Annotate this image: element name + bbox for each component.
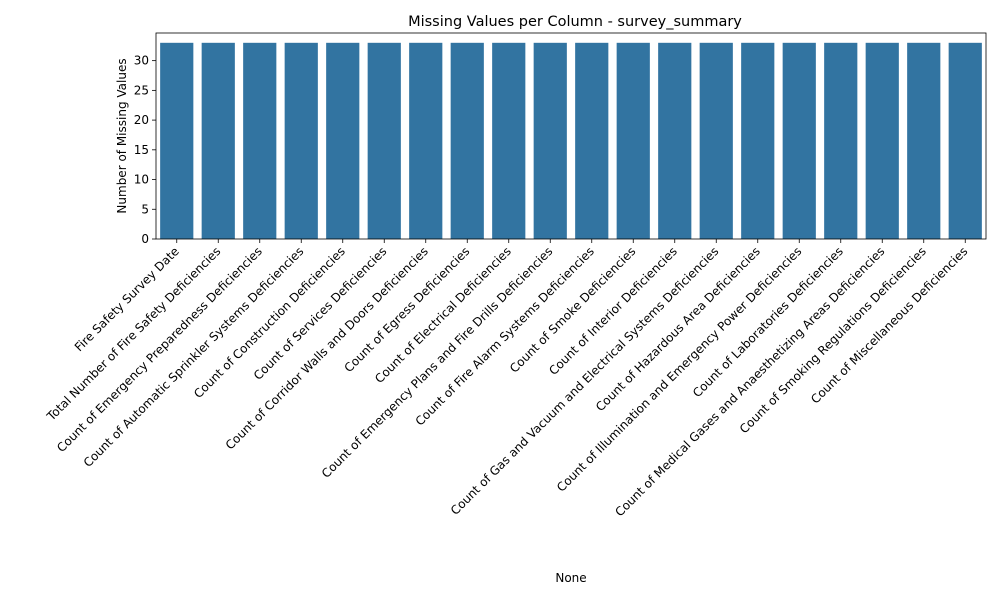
bar — [326, 42, 360, 239]
x-tick-label: Count of Construction Deficiencies — [191, 244, 348, 401]
bar — [948, 42, 982, 239]
bar — [533, 42, 567, 239]
bar — [658, 42, 692, 239]
bar — [160, 42, 194, 239]
chart-title: Missing Values per Column - survey_summa… — [408, 14, 742, 30]
bar — [741, 42, 775, 239]
x-axis-title: None — [555, 571, 586, 585]
bar — [907, 42, 941, 239]
y-tick-label: 15 — [134, 143, 149, 157]
bar — [492, 42, 526, 239]
x-tick-label: Count of Laboratories Deficiencies — [690, 244, 846, 400]
bar — [284, 42, 318, 239]
bar — [367, 42, 401, 239]
y-tick-label: 5 — [141, 202, 149, 216]
bar — [782, 42, 816, 239]
bar — [575, 42, 609, 239]
bar — [201, 42, 235, 239]
bar — [865, 42, 899, 239]
y-tick-label: 10 — [134, 173, 149, 187]
y-tick-label: 25 — [134, 83, 149, 97]
bars-group — [160, 42, 982, 239]
y-axis-title: Number of Missing Values — [115, 58, 129, 213]
x-tick-label: Count of Gas and Vacuum and Electrical S… — [448, 244, 721, 517]
bar — [699, 42, 733, 239]
bar — [616, 42, 650, 239]
bar — [409, 42, 443, 239]
bar — [824, 42, 858, 239]
y-axis: 0 5 10 15 20 25 30 — [134, 54, 156, 246]
x-tick-label: Count of Medical Gases and Anaesthetizin… — [612, 244, 887, 519]
plot-frame — [155, 32, 987, 240]
bar — [450, 42, 484, 239]
bar — [243, 42, 277, 239]
y-tick-label: 0 — [141, 232, 149, 246]
y-tick-label: 30 — [134, 54, 149, 68]
y-tick-label: 20 — [134, 113, 149, 127]
x-tick-label: Count of Miscellaneous Deficiencies — [808, 244, 970, 406]
